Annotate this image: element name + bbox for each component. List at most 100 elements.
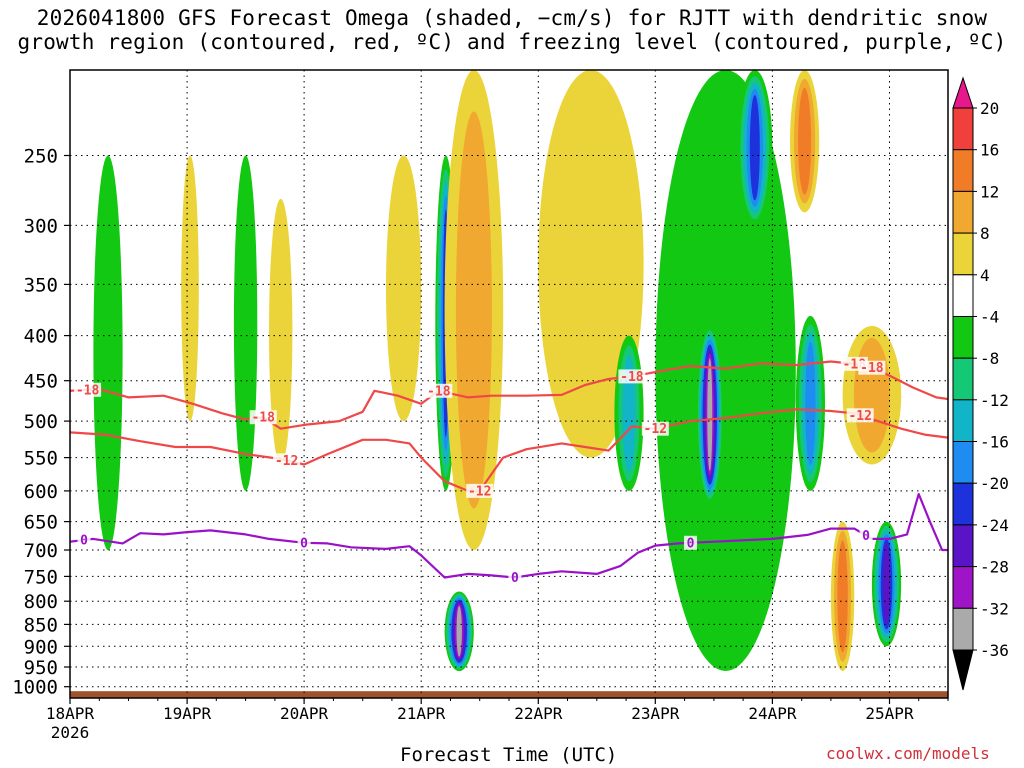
contour-label: -12: [275, 454, 298, 469]
colorbar-top-arrow: [952, 76, 974, 109]
contour-label: 0: [687, 536, 695, 551]
colorbar-bin: [952, 190, 974, 234]
contour-label-bg: [641, 421, 669, 436]
x-axis-ticks: 18APR 19APR 20APR 21APR 22APR 23APR 24APR 25APR…: [46, 698, 949, 742]
y-tick-label: 1000: [12, 677, 58, 699]
colorbar-bin: [952, 482, 974, 526]
colorbar-bin: [952, 149, 974, 192]
contour-label-bg: [508, 570, 522, 585]
contour-label: 0: [300, 536, 308, 551]
omega-feature: [444, 591, 474, 672]
omega-band: [707, 358, 713, 472]
colorbar-label: -32: [980, 599, 1009, 618]
omega-feature: [386, 155, 422, 422]
colorbar-label: 4: [980, 266, 990, 285]
omega-band: [386, 155, 422, 422]
x-tick-label: 22APR: [514, 704, 563, 723]
omega-band: [622, 355, 636, 472]
omega-feature: [269, 198, 293, 465]
colorbar-bin: [952, 274, 974, 317]
colorbar-label: -8: [980, 349, 999, 368]
contour-label-bg: [618, 369, 646, 384]
omega-band: [233, 155, 258, 491]
contour-label-bg: [425, 383, 453, 398]
omega-band: [883, 542, 890, 626]
omega-band: [456, 606, 462, 657]
ground-strip: [70, 691, 948, 698]
y-tick-label: 250: [24, 146, 58, 168]
ground-terrain-layer: [70, 691, 948, 698]
omega-feature: [444, 70, 504, 550]
colorbar-label: -20: [980, 474, 1009, 493]
omega-band: [749, 95, 760, 201]
contour-line: [70, 493, 948, 579]
x-tick-label: 20APR: [280, 704, 329, 723]
contour-label: -18: [427, 384, 451, 399]
contour-label: -18: [860, 361, 884, 376]
colorbar: 20 16 12 8 4 -4 -8 -12 -16 -20 -24 -28 -32 -36: [952, 76, 1009, 691]
contour-label: -12: [848, 409, 871, 424]
omega-feature: [830, 521, 855, 671]
y-tick-label: 850: [24, 614, 58, 636]
y-tick-label: 600: [24, 481, 58, 503]
contour-label-bg: [466, 483, 494, 498]
colorbar-label: 8: [980, 224, 990, 243]
omega-band: [538, 70, 644, 458]
y-tick-label: 550: [24, 448, 58, 470]
contour-label: -18: [76, 383, 100, 398]
colorbar-label: 20: [980, 99, 999, 118]
colorbar-label: -16: [980, 433, 1009, 452]
x-tick-label: 19APR: [163, 704, 212, 723]
colorbar-bin: [952, 357, 974, 401]
omega-band: [805, 341, 816, 466]
y-tick-label: 700: [24, 540, 58, 562]
contour-label-bg: [858, 360, 886, 375]
colorbar-bin: [952, 107, 974, 151]
colorbar-bin: [952, 441, 974, 484]
x-tick-label: 18APR: [46, 704, 95, 723]
x-axis-title: Forecast Time (UTC): [400, 744, 618, 766]
contour-label: -12: [644, 422, 667, 437]
y-tick-label: 500: [24, 411, 58, 433]
colorbar-bottom-arrow: [952, 649, 974, 691]
contour-label: 0: [511, 571, 519, 586]
contour-label-bg: [273, 453, 301, 468]
site-credit: coolwx.com/models: [826, 744, 990, 763]
colorbar-label: 16: [980, 141, 999, 160]
y-tick-label: 350: [24, 274, 58, 296]
colorbar-bin: [952, 524, 974, 568]
colorbar-bin: [952, 316, 974, 359]
y-tick-label: 900: [24, 636, 58, 658]
contour-line: [70, 360, 948, 430]
y-axis-ticks: 2503003504004505005506006507007508008509…: [12, 146, 70, 699]
contour-label-bg: [74, 382, 102, 397]
y-tick-label: 950: [24, 657, 58, 679]
omega-feature: [842, 325, 902, 465]
omega-band: [181, 155, 199, 422]
colorbar-label: -36: [980, 641, 1009, 660]
colorbar-label: 12: [980, 182, 999, 201]
omega-band: [798, 87, 812, 195]
omega-feature: [871, 521, 902, 647]
chart-title-line-1: 2026041800 GFS Forecast Omega (shaded, −…: [36, 6, 988, 30]
contour-label: -18: [620, 370, 644, 385]
contour-label-bg: [77, 533, 91, 547]
x-year-label: 2026: [51, 723, 90, 742]
colorbar-label: -28: [980, 558, 1009, 577]
contour-label-bg: [859, 528, 873, 543]
omega-shading-layer: [93, 70, 902, 672]
chart-title-line-2: growth region (contoured, red, ºC) and f…: [17, 30, 1007, 54]
x-tick-label: 21APR: [397, 704, 446, 723]
x-tick-label: 25APR: [865, 704, 914, 723]
omega-feature: [181, 155, 199, 422]
y-tick-label: 800: [24, 591, 58, 613]
x-tick-label: 23APR: [631, 704, 680, 723]
y-tick-label: 750: [24, 566, 58, 588]
omega-feature: [93, 155, 123, 551]
omega-feature: [655, 70, 796, 671]
omega-feature: [790, 70, 820, 213]
contour-label: -12: [468, 484, 491, 499]
x-tick-label: 24APR: [748, 704, 797, 723]
y-tick-label: 650: [24, 512, 58, 534]
